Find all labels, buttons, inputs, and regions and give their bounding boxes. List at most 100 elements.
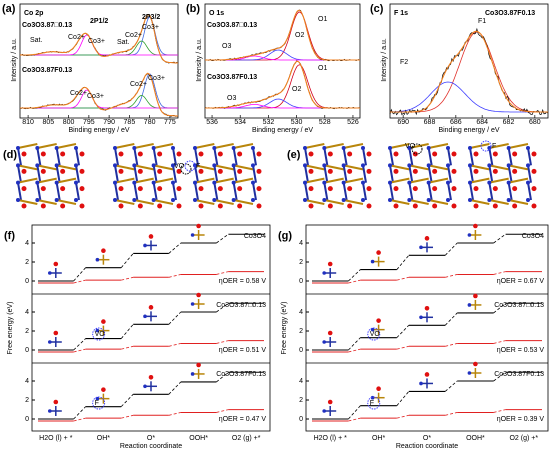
bond — [427, 147, 433, 166]
x-tick-label: 536 — [206, 119, 218, 126]
bond — [469, 199, 490, 205]
bond — [342, 147, 348, 166]
panel-letter: (e) — [287, 149, 301, 161]
eq-connector — [73, 348, 86, 353]
eq-connector — [216, 409, 229, 413]
atom-co — [113, 163, 117, 168]
atom-o — [412, 203, 418, 209]
atom-o — [217, 151, 223, 157]
atom-o — [327, 261, 333, 267]
site-marker — [92, 396, 106, 410]
atom-o — [512, 168, 518, 174]
energy-connector — [493, 233, 506, 244]
eq-connector — [348, 279, 361, 284]
bond — [153, 177, 174, 184]
overpotential: ηOER = 0.51 V — [219, 347, 267, 354]
atom-co — [303, 163, 307, 168]
bond — [527, 165, 532, 183]
spectrum-curve — [205, 49, 360, 61]
atom-o — [376, 250, 381, 255]
peak-label: Co3O3.87F0.13 — [207, 74, 257, 81]
atom-o — [412, 186, 418, 192]
bond — [17, 143, 38, 149]
bond — [194, 177, 215, 184]
atom-co — [35, 146, 40, 150]
atom-o — [196, 292, 201, 298]
bond — [409, 177, 429, 184]
atom-co — [193, 146, 197, 150]
atom-o — [473, 293, 478, 299]
atom-o — [40, 168, 46, 174]
atom-co — [446, 198, 450, 202]
atom-co — [16, 146, 20, 150]
bond — [233, 177, 254, 184]
bond — [214, 199, 234, 205]
atom-o — [60, 151, 66, 157]
atom-o — [327, 168, 333, 174]
atom-co — [54, 198, 59, 202]
atom-co — [407, 198, 412, 202]
atom-co — [251, 163, 255, 168]
atom-o — [196, 362, 201, 368]
y-tick-label: 2 — [299, 397, 303, 404]
bond — [389, 177, 410, 184]
atom-co — [322, 271, 327, 275]
atom-co — [16, 180, 20, 185]
bond — [134, 143, 154, 149]
bond — [232, 182, 238, 201]
atom-co — [151, 180, 156, 185]
bond — [36, 147, 42, 166]
bond — [469, 147, 474, 166]
atom-o — [21, 151, 27, 157]
atom-co — [446, 146, 450, 150]
x-tick-label: 785 — [124, 119, 136, 126]
atom-o — [347, 168, 353, 174]
atom-co — [341, 180, 346, 185]
atom-o — [157, 203, 163, 209]
atom-co — [143, 243, 147, 248]
atom-o — [308, 151, 314, 157]
bond — [17, 177, 38, 184]
atom-co — [388, 163, 392, 168]
y-tick-label: 0 — [299, 347, 303, 354]
bond — [233, 164, 254, 171]
atom-co — [171, 163, 175, 168]
y-tick-label: 0 — [25, 416, 29, 423]
atom-co — [468, 198, 472, 202]
bond — [343, 177, 364, 184]
bond — [304, 199, 325, 205]
atom-o — [21, 168, 27, 174]
atom-o — [198, 186, 204, 192]
energy-connector — [216, 371, 229, 383]
site-label: VO — [95, 331, 106, 338]
atom-o — [196, 223, 201, 229]
y-axis-label: Intensity / a.u. — [11, 38, 18, 82]
atom-co — [506, 180, 511, 185]
x-tick-label: 780 — [144, 119, 156, 126]
atom-co — [468, 146, 472, 150]
bond — [194, 165, 199, 183]
atom-co — [54, 180, 59, 185]
atom-o — [347, 151, 353, 157]
atom-o — [79, 186, 85, 192]
eq-connector — [348, 417, 361, 422]
bond — [469, 165, 474, 183]
atom-co — [426, 146, 431, 150]
atom-o — [512, 203, 518, 209]
bond — [469, 182, 474, 201]
bond — [194, 199, 215, 205]
atom-co — [132, 163, 137, 168]
peak-label: Co2+ — [68, 34, 85, 41]
x-tick-label: 530 — [291, 119, 303, 126]
fluorine — [480, 140, 492, 152]
y-tick-label: 0 — [25, 347, 29, 354]
bond — [17, 199, 38, 205]
spectrum-curve — [390, 30, 548, 113]
bond — [36, 182, 42, 201]
overpotential: ηOER = 0.58 V — [219, 278, 267, 285]
bond — [507, 182, 513, 201]
atom-o — [137, 168, 143, 174]
bond — [447, 147, 452, 166]
atom-o — [366, 151, 372, 157]
peak-label: Co3O3.87□0.13 — [22, 22, 72, 29]
